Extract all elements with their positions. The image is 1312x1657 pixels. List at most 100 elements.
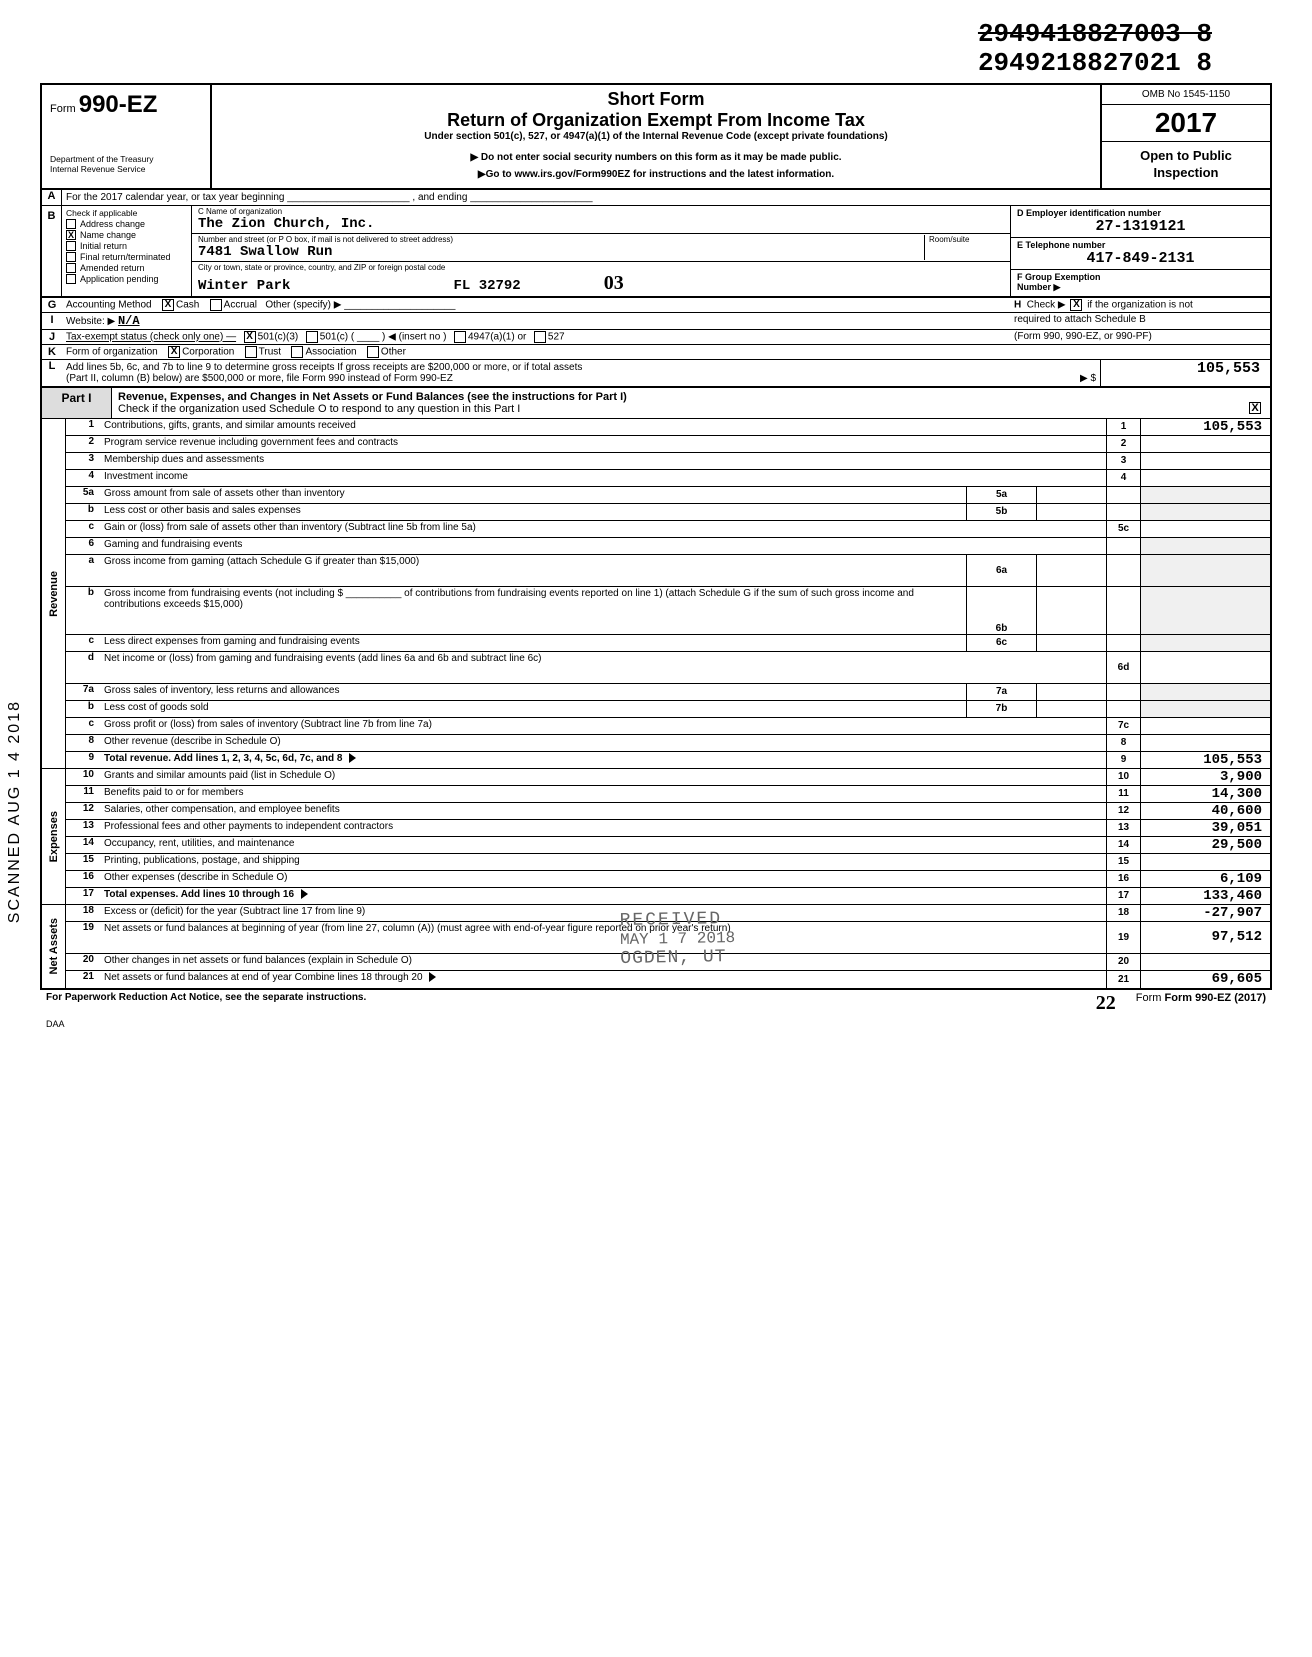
- chk-527[interactable]: [534, 331, 546, 343]
- line-15: 15 Printing, publications, postage, and …: [66, 854, 1270, 871]
- row-k-body: Form of organization XCorporation Trust …: [62, 346, 1010, 358]
- stamp-date: MAY 1 7 2018: [620, 929, 736, 949]
- amt-13: 39,051: [1140, 820, 1270, 836]
- org-city: Winter Park: [198, 278, 290, 294]
- line-7a: 7a Gross sales of inventory, less return…: [66, 684, 1270, 701]
- amt-2: [1140, 436, 1270, 452]
- row-g-body: Accounting Method XCash Accrual Other (s…: [62, 299, 1010, 311]
- amt-16: 6,109: [1140, 871, 1270, 887]
- entity-block: B Check if applicable Address change XNa…: [40, 206, 1272, 298]
- row-j-body: Tax-exempt status (check only one) — X50…: [62, 331, 1010, 343]
- row-j: J Tax-exempt status (check only one) — X…: [40, 330, 1272, 345]
- amt-10: 3,900: [1140, 769, 1270, 785]
- stamp-received: RECEIVED: [620, 909, 736, 931]
- open-public: Open to Public Inspection: [1102, 142, 1270, 188]
- col-b-head: Check if applicable: [66, 208, 187, 218]
- tax-year: 2017: [1102, 105, 1270, 142]
- line-5b: b Less cost or other basis and sales exp…: [66, 504, 1270, 521]
- financial-table: Revenue 1 Contributions, gifts, grants, …: [40, 419, 1272, 990]
- row-i: I Website: ▶ N/A required to attach Sche…: [40, 313, 1272, 330]
- header-right: OMB No 1545-1150 2017 Open to Public Ins…: [1100, 85, 1270, 188]
- amt-5c: [1140, 521, 1270, 537]
- form-header: Form 990-EZ Department of the Treasury I…: [40, 83, 1272, 190]
- chk-other-org[interactable]: [367, 346, 379, 358]
- subtitle: Under section 501(c), 527, or 4947(a)(1)…: [220, 131, 1092, 142]
- line-3: 3 Membership dues and assessments 3: [66, 453, 1270, 470]
- form-number: 990-EZ: [79, 91, 158, 118]
- line-7b: b Less cost of goods sold 7b: [66, 701, 1270, 718]
- org-city-row: City or town, state or province, country…: [192, 262, 1010, 296]
- group-ex-row: F Group Exemption Number ▶: [1011, 270, 1270, 295]
- amt-18: -27,907: [1140, 905, 1270, 921]
- row-l-body: Add lines 5b, 6c, and 7b to line 9 to de…: [62, 360, 1100, 386]
- line-a: A For the 2017 calendar year, or tax yea…: [40, 190, 1272, 206]
- line-9: 9 Total revenue. Add lines 1, 2, 3, 4, 5…: [66, 752, 1270, 769]
- row-i-body: Website: ▶ N/A: [62, 314, 1010, 328]
- line-17: 17 Total expenses. Add lines 10 through …: [66, 888, 1270, 905]
- amt-1: 105,553: [1140, 419, 1270, 435]
- form-ref: Form Form 990-EZ (2017): [1136, 992, 1266, 1015]
- line-4: 4 Investment income 4: [66, 470, 1270, 487]
- room-label: Room/suite: [929, 235, 1004, 244]
- chk-name-change[interactable]: XName change: [66, 230, 187, 240]
- arrow-icon: [349, 753, 356, 763]
- chk-app-pending[interactable]: Application pending: [66, 274, 187, 284]
- arrow-icon: [429, 972, 436, 982]
- row-l: L Add lines 5b, 6c, and 7b to line 9 to …: [40, 360, 1272, 388]
- line-16: 16 Other expenses (describe in Schedule …: [66, 871, 1270, 888]
- org-name-row: C Name of organization The Zion Church, …: [192, 206, 1010, 234]
- chk-trust[interactable]: [245, 346, 257, 358]
- ein-row: D Employer identification number 27-1319…: [1011, 206, 1270, 238]
- header-left: Form 990-EZ Department of the Treasury I…: [42, 85, 212, 188]
- title-line1: Short Form: [220, 89, 1092, 110]
- chk-final-return[interactable]: Final return/terminated: [66, 252, 187, 262]
- open-line1: Open to Public: [1102, 148, 1270, 165]
- dln-old: 2949418827003 8: [40, 20, 1212, 49]
- phone-value: 417-849-2131: [1017, 250, 1264, 267]
- chk-501c[interactable]: [306, 331, 318, 343]
- group-ex-label: F Group Exemption: [1017, 272, 1264, 282]
- open-line2: Inspection: [1102, 165, 1270, 182]
- chk-cash[interactable]: X: [162, 299, 174, 311]
- chk-accrual[interactable]: [210, 299, 222, 311]
- chk-address-change[interactable]: Address change: [66, 219, 187, 229]
- footer-hand: 22: [1096, 992, 1116, 1015]
- amt-17: 133,460: [1140, 888, 1270, 904]
- part1-check[interactable]: X: [1240, 388, 1270, 418]
- row-i-letter: I: [42, 314, 62, 328]
- phone-row: E Telephone number 417-849-2131: [1011, 238, 1270, 270]
- chk-initial-return[interactable]: Initial return: [66, 241, 187, 251]
- line-10: 10 Grants and similar amounts paid (list…: [66, 769, 1270, 786]
- chk-corp[interactable]: X: [168, 346, 180, 358]
- row-h-cont1: required to attach Schedule B: [1010, 314, 1270, 328]
- scanned-stamp: SCANNED AUG 1 4 2018: [6, 700, 24, 923]
- title-line2: Return of Organization Exempt From Incom…: [220, 110, 1092, 131]
- line-12: 12 Salaries, other compensation, and emp…: [66, 803, 1270, 820]
- col-de: D Employer identification number 27-1319…: [1010, 206, 1270, 296]
- chk-assoc[interactable]: [291, 346, 303, 358]
- row-l-amount: 105,553: [1100, 360, 1270, 386]
- part1-tag: Part I: [42, 388, 112, 418]
- row-h: H Check ▶ X if the organization is not: [1010, 299, 1270, 311]
- row-l-letter: L: [42, 360, 62, 386]
- chk-501c3[interactable]: X: [244, 331, 256, 343]
- col-b-checks: Check if applicable Address change XName…: [62, 206, 192, 296]
- line-6b: b Gross income from fundraising events (…: [66, 587, 1270, 635]
- form-prefix: Form: [50, 103, 76, 115]
- website-value: N/A: [118, 314, 140, 328]
- header-mid: Short Form Return of Organization Exempt…: [212, 85, 1100, 188]
- ssn-warning: ▶ Do not enter social security numbers o…: [220, 152, 1092, 163]
- chk-amended-return[interactable]: Amended return: [66, 263, 187, 273]
- row-k-letter: K: [42, 346, 62, 358]
- chk-schedule-b[interactable]: X: [1070, 299, 1082, 311]
- amt-4: [1140, 470, 1270, 486]
- amt-20: [1140, 954, 1270, 970]
- amt-7c: [1140, 718, 1270, 734]
- line-14: 14 Occupancy, rent, utilities, and maint…: [66, 837, 1270, 854]
- amt-9: 105,553: [1140, 752, 1270, 768]
- amt-15: [1140, 854, 1270, 870]
- dept-line2: Internal Revenue Service: [50, 165, 204, 174]
- chk-4947[interactable]: [454, 331, 466, 343]
- ein-value: 27-1319121: [1017, 218, 1264, 235]
- row-g-text: Accounting Method: [66, 300, 152, 311]
